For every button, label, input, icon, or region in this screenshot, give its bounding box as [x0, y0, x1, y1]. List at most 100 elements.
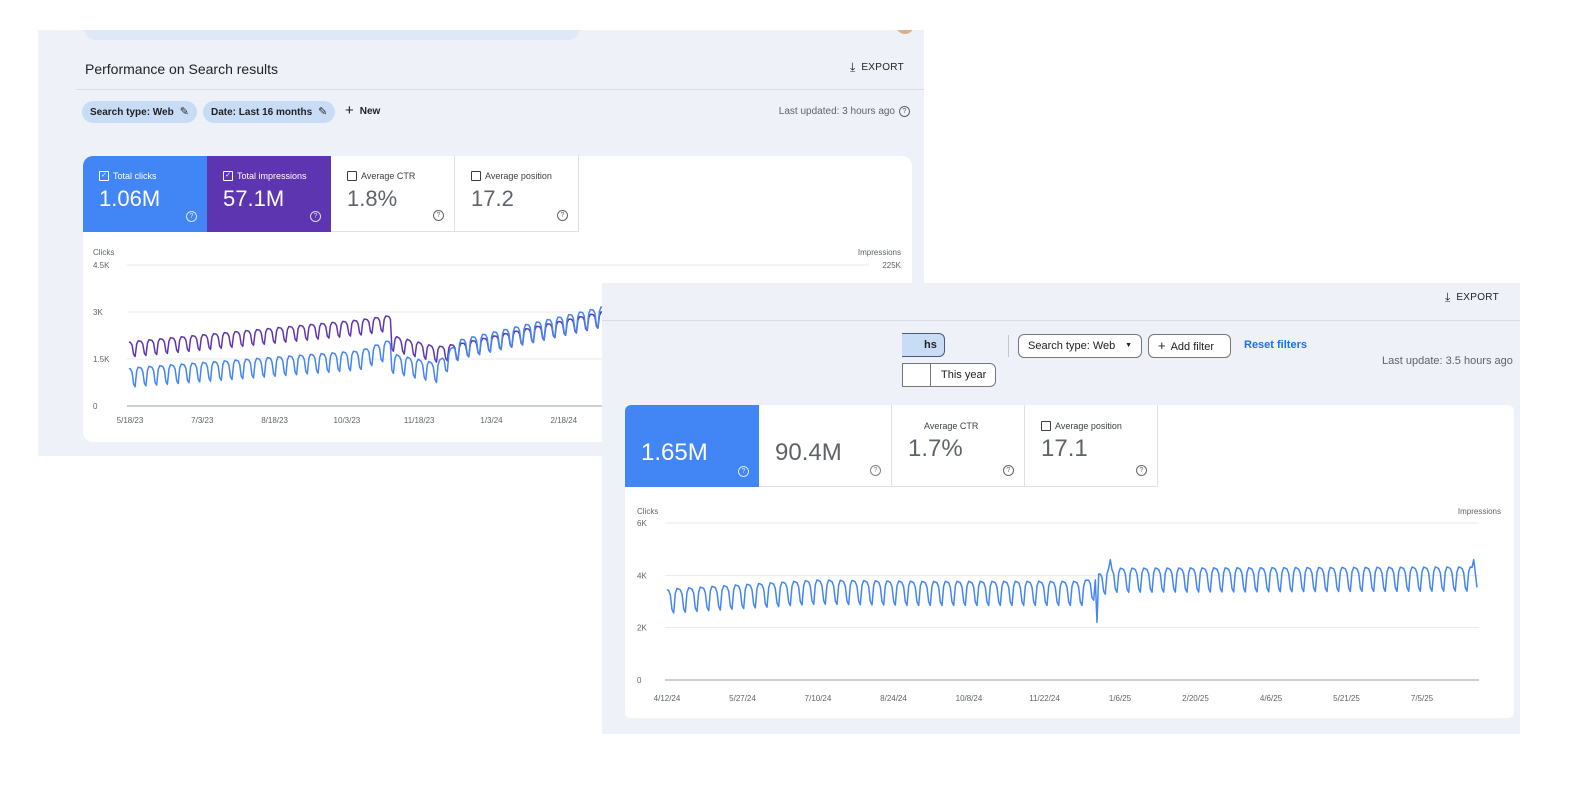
checkbox-empty-icon[interactable]: [1041, 421, 1051, 431]
download-icon: ⤓: [1445, 290, 1451, 304]
help-icon[interactable]: ?: [557, 210, 568, 221]
x-tick-label: 7/3/23: [191, 416, 214, 425]
left-axis-title: Clicks: [93, 248, 114, 257]
dropdown-arrow-icon: ▼: [1125, 342, 1132, 349]
metric-label: Average CTR: [924, 421, 979, 431]
metric-value: 90.4M: [775, 439, 842, 466]
help-icon[interactable]: ?: [186, 211, 197, 222]
y-left-tick-label: 1.5K: [93, 355, 110, 364]
metric-label: Average position: [485, 171, 552, 181]
metric-value: 17.1: [1041, 435, 1088, 462]
metric-total-impressions[interactable]: 90.4M ?: [759, 405, 892, 487]
filter-chip-label: Search type: Web: [90, 107, 174, 118]
add-filter-button[interactable]: + Add filter: [1148, 334, 1231, 358]
divider: [602, 320, 1520, 321]
checkbox-checked-icon[interactable]: ✓: [99, 171, 109, 181]
edit-icon: ✎: [179, 106, 189, 118]
y-left-tick-label: 3K: [93, 308, 103, 317]
metric-label: Total clicks: [113, 171, 157, 181]
last-updated-text: Last updated: 3 hours ago: [778, 106, 895, 117]
right-axis-title: Impressions: [858, 248, 901, 257]
plus-icon: +: [1158, 338, 1166, 353]
filter-chip-label: Date: Last 16 months: [211, 107, 313, 118]
x-tick-label: 8/24/24: [880, 694, 907, 703]
x-tick-label: 7/10/24: [805, 694, 832, 703]
help-icon[interactable]: ?: [870, 465, 881, 476]
date-chip-label: hs: [924, 339, 937, 351]
metric-average-position[interactable]: Average position 17.2 ?: [455, 156, 579, 232]
metric-value: 1.7%: [908, 435, 963, 462]
date-chip-selected[interactable]: hs: [902, 333, 945, 357]
metric-value: 17.2: [471, 186, 514, 211]
checkbox-empty-icon[interactable]: [471, 171, 481, 181]
edit-icon: ✎: [318, 106, 328, 118]
metric-value: 1.06M: [99, 186, 161, 211]
metric-value: 57.1M: [223, 186, 285, 211]
x-tick-label: 10/3/23: [334, 416, 361, 425]
help-icon[interactable]: ?: [1003, 465, 1014, 476]
export-button[interactable]: ⤓ EXPORT: [850, 61, 904, 73]
export-label: EXPORT: [861, 61, 905, 73]
x-tick-label: 7/5/25: [1411, 694, 1434, 703]
x-tick-label: 11/22/24: [1029, 694, 1060, 703]
x-tick-label: 5/21/25: [1333, 694, 1360, 703]
segment-divider: [930, 364, 931, 386]
y-left-tick-label: 6K: [637, 519, 647, 528]
help-icon[interactable]: ?: [310, 211, 321, 222]
x-tick-label: 10/8/24: [956, 694, 983, 703]
page-title: Performance on Search results: [85, 61, 278, 77]
y-left-tick-label: 4K: [637, 571, 647, 580]
filter-chip-search-type[interactable]: Search type: Web ✎: [82, 101, 197, 123]
metric-total-clicks[interactable]: ✓ Total clicks 1.06M ?: [83, 156, 207, 232]
reset-filters-link[interactable]: Reset filters: [1244, 339, 1307, 351]
y-left-tick-label: 0: [93, 402, 98, 411]
checkbox-empty-icon[interactable]: [347, 171, 357, 181]
metric-total-clicks[interactable]: 1.65M ?: [625, 405, 759, 487]
checkbox-checked-icon[interactable]: ✓: [223, 171, 233, 181]
x-tick-label: 2/18/24: [550, 416, 577, 425]
y-left-tick-label: 2K: [637, 624, 647, 633]
x-tick-label: 11/18/23: [404, 416, 435, 425]
performance-card-2: 1.65M ? 90.4M ? Average CTR 1.7% ? Avera…: [625, 405, 1514, 718]
x-tick-label: 1/3/24: [480, 416, 503, 425]
performance-chart-2[interactable]: Clicks Impressions 0 2K 4K 6K 4/12/24 5/27/24 7/…: [625, 487, 1514, 718]
right-axis-title: Impressions: [1458, 507, 1501, 516]
this-year-label: This year: [941, 369, 987, 381]
metric-average-ctr[interactable]: Average CTR 1.8% ?: [331, 156, 455, 232]
y-right-tick-label: 225K: [882, 261, 901, 270]
plus-icon: +: [345, 102, 354, 119]
help-icon[interactable]: ?: [899, 106, 910, 117]
performance-panel-2: ⤓ EXPORT hs This year Search type: Web ▼…: [602, 283, 1520, 734]
help-icon[interactable]: ?: [1136, 465, 1147, 476]
x-tick-label: 2/20/25: [1182, 694, 1209, 703]
search-bar[interactable]: [84, 30, 580, 40]
x-tick-label: 1/6/25: [1109, 694, 1132, 703]
help-icon[interactable]: ?: [738, 466, 749, 477]
search-type-label: Search type: Web: [1028, 340, 1116, 352]
last-update: Last update: 3.5 hours ago: [1382, 355, 1513, 367]
clicks-line[interactable]: [666, 558, 1478, 624]
x-tick-label: 4/6/25: [1260, 694, 1283, 703]
download-icon: ⤓: [850, 60, 856, 74]
date-chip-this-year[interactable]: This year: [902, 363, 996, 387]
avatar[interactable]: [896, 30, 914, 34]
x-tick-label: 4/12/24: [654, 694, 681, 703]
search-type-dropdown[interactable]: Search type: Web ▼: [1018, 334, 1142, 358]
add-filter-label: Add filter: [1170, 341, 1215, 353]
metric-label: Average CTR: [361, 171, 416, 181]
last-updated: Last updated: 3 hours ago ?: [779, 106, 910, 117]
left-axis-title: Clicks: [637, 507, 658, 516]
metric-average-ctr[interactable]: Average CTR 1.7% ?: [892, 405, 1025, 487]
metric-total-impressions[interactable]: ✓ Total impressions 57.1M ?: [207, 156, 331, 232]
help-icon[interactable]: ?: [433, 210, 444, 221]
new-label: New: [359, 105, 381, 117]
y-left-tick-label: 0: [637, 676, 642, 685]
metric-label: Average position: [1055, 421, 1122, 431]
filter-chip-date[interactable]: Date: Last 16 months ✎: [203, 101, 336, 123]
new-filter-button[interactable]: + New: [345, 102, 381, 119]
metric-value: 1.8%: [347, 186, 398, 211]
export-button[interactable]: ⤓ EXPORT: [1445, 291, 1499, 303]
metric-value: 1.65M: [641, 439, 708, 466]
toolbar-separator: [1008, 335, 1009, 357]
metric-average-position[interactable]: Average position 17.1 ?: [1025, 405, 1158, 487]
